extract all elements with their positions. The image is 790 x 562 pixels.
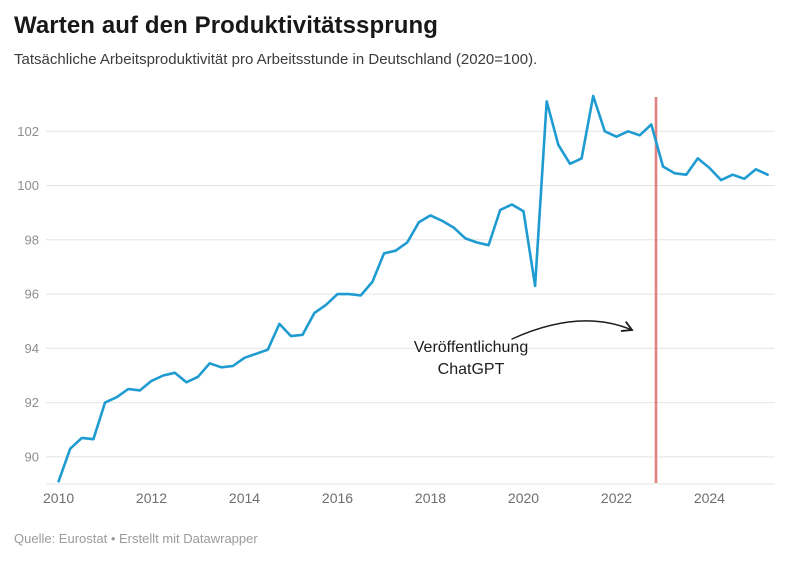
- chart-header: Warten auf den Produktivitätssprung Tats…: [14, 12, 776, 68]
- x-axis-label: 2024: [694, 490, 725, 506]
- chart-subtitle: Tatsächliche Arbeitsproduktivität pro Ar…: [14, 51, 538, 68]
- x-axis-label: 2010: [43, 490, 74, 506]
- y-axis-label: 102: [17, 124, 39, 139]
- y-axis-label: 100: [17, 178, 39, 193]
- productivity-line: [57, 94, 769, 483]
- x-axis-label: 2018: [415, 490, 446, 506]
- y-axis-label: 94: [25, 341, 39, 356]
- chart-source: Quelle: Eurostat • Erstellt mit Datawrap…: [14, 531, 258, 546]
- x-axis-label: 2016: [322, 490, 353, 506]
- y-axis-label: 96: [25, 287, 39, 302]
- chart-title: Warten auf den Produktivitätssprung: [14, 12, 438, 39]
- x-axis-label: 2014: [229, 490, 260, 506]
- y-axis-label: 98: [25, 232, 39, 247]
- y-axis-label: 90: [25, 449, 39, 464]
- annotation-arrow-icon: [511, 320, 634, 340]
- x-axis-label: 2012: [136, 490, 167, 506]
- x-axis-label: 2020: [508, 490, 539, 506]
- x-axis-label: 2022: [601, 490, 632, 506]
- y-axis-label: 92: [25, 395, 39, 410]
